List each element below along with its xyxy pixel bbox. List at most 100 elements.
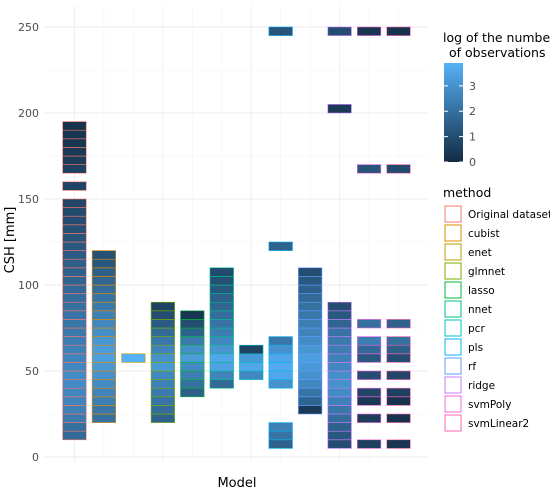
- heatmap-cell: [62, 207, 87, 217]
- heatmap-cell: [327, 327, 352, 337]
- heatmap-cell: [298, 362, 323, 372]
- heatmap-cell: [386, 387, 411, 398]
- heatmap-cell: [356, 344, 382, 355]
- heatmap-cell: [62, 181, 87, 191]
- heatmap-cell: [91, 396, 117, 406]
- heatmap-cell: [91, 327, 117, 337]
- heatmap-cell: [356, 353, 382, 363]
- heatmap-cell: [62, 344, 87, 355]
- heatmap-cell: [91, 353, 117, 363]
- heatmap-cell: [150, 362, 175, 372]
- heatmap-cell: [150, 310, 175, 320]
- heatmap-cell: [150, 379, 175, 389]
- heatmap-cell: [327, 370, 352, 380]
- legend-label: ridge: [468, 380, 495, 392]
- heatmap-cell: [298, 276, 323, 286]
- heatmap-cell: [150, 396, 175, 406]
- heatmap-cell: [180, 379, 205, 389]
- heatmap-cell: [121, 353, 146, 363]
- legend-key: [444, 243, 462, 261]
- legend-key: [444, 262, 462, 280]
- heatmap-cell: [91, 310, 117, 320]
- heatmap-cell: [91, 387, 117, 398]
- heatmap-cell: [209, 379, 234, 389]
- heatmap-cell: [268, 370, 293, 380]
- heatmap-cell: [356, 26, 382, 36]
- heatmap-cell: [62, 138, 87, 148]
- heatmap-cell: [298, 387, 323, 398]
- heatmap-cell: [209, 336, 234, 346]
- heatmap-cell: [180, 310, 205, 320]
- heatmap-cell: [180, 319, 205, 329]
- heatmap-cell: [209, 301, 234, 312]
- heatmap-cell: [327, 344, 352, 355]
- y-axis-label: CSH [mm]: [3, 207, 18, 274]
- heatmap-cell: [386, 396, 411, 406]
- heatmap-cell: [298, 353, 323, 363]
- heatmap-cell: [327, 362, 352, 372]
- heatmap-cell: [356, 319, 382, 329]
- heatmap-cell: [298, 336, 323, 346]
- heatmap-cell: [239, 362, 264, 372]
- legend-key: [444, 376, 462, 394]
- heatmap-cell: [356, 164, 382, 174]
- heatmap-cell: [209, 310, 234, 320]
- legend-item: Original dataset: [444, 205, 550, 223]
- heatmap-cell: [356, 413, 382, 423]
- legend-item: nnet: [444, 300, 492, 318]
- heatmap-cell: [180, 344, 205, 355]
- heatmap-cell: [327, 422, 352, 432]
- heatmap-cell: [298, 405, 323, 415]
- colorbar-tick-label: 2: [469, 105, 476, 118]
- heatmap-cell: [91, 405, 117, 415]
- heatmap-cell: [356, 396, 382, 406]
- heatmap-cell: [298, 284, 323, 294]
- heatmap-cell: [268, 336, 293, 346]
- legend-item: cubist: [444, 224, 500, 242]
- heatmap-cell: [62, 276, 87, 286]
- heatmap-cell: [91, 293, 117, 303]
- heatmap-cell: [209, 344, 234, 355]
- heatmap-cell: [298, 370, 323, 380]
- heatmap-cell: [91, 250, 117, 260]
- heatmap-cell: [62, 224, 87, 234]
- heatmap-cell: [268, 353, 293, 363]
- legend-item: rf: [444, 357, 476, 375]
- heatmap-cell: [150, 319, 175, 329]
- heatmap-cell: [268, 439, 293, 449]
- heatmap-cell: [327, 430, 352, 441]
- y-tick-label: 50: [25, 365, 39, 378]
- heatmap-cell: [268, 430, 293, 441]
- colorbar-tick-label: 0: [469, 156, 476, 169]
- legend-key: [444, 205, 462, 223]
- heatmap-cell: [150, 301, 175, 312]
- heatmap-cell: [62, 284, 87, 294]
- heatmap-cell: [150, 387, 175, 398]
- legend-item: svmLinear2: [444, 414, 529, 432]
- heatmap-cell: [209, 370, 234, 380]
- legend-key: [444, 395, 462, 413]
- heatmap-cell: [298, 319, 323, 329]
- heatmap-cell: [150, 344, 175, 355]
- heatmap-cell: [268, 26, 293, 36]
- legend-label: rf: [468, 361, 476, 373]
- heatmap-cell: [209, 353, 234, 363]
- heatmap-cell: [91, 336, 117, 346]
- heatmap-cell: [62, 310, 87, 320]
- heatmap-cell: [150, 413, 175, 423]
- heatmap-cell: [209, 284, 234, 294]
- heatmap-cell: [209, 276, 234, 286]
- heatmap-cell: [356, 439, 382, 449]
- heatmap-cell: [298, 310, 323, 320]
- heatmap-cell: [327, 413, 352, 423]
- heatmap-cell: [62, 362, 87, 372]
- legend-key: [444, 357, 462, 375]
- heatmap-cell: [268, 241, 293, 251]
- heatmap-cell: [62, 155, 87, 165]
- legend-key: [444, 338, 462, 356]
- heatmap-cell: [62, 319, 87, 329]
- heatmap-cell: [62, 396, 87, 406]
- heatmap-cell: [327, 387, 352, 398]
- legend-item: lasso: [444, 281, 495, 299]
- legend-label: svmPoly: [468, 399, 511, 411]
